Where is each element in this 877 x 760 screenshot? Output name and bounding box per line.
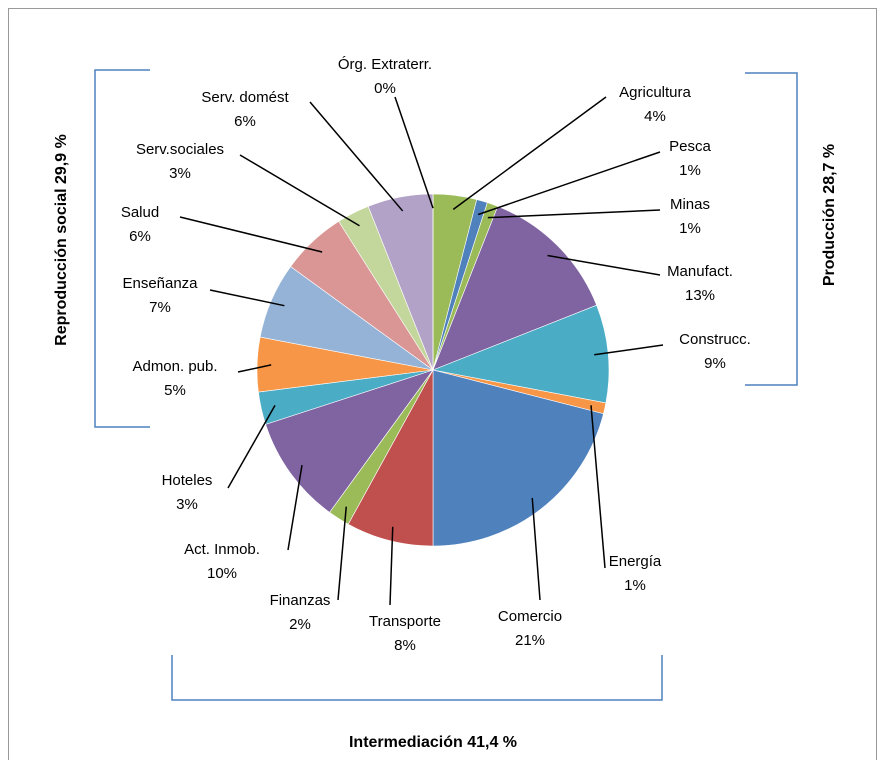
slice-label: Serv.sociales (136, 141, 224, 158)
leader-line (590, 405, 606, 569)
slice-label: Enseñanza (122, 275, 198, 292)
value-label: 13% (685, 287, 715, 304)
slice-label: Comercio (498, 608, 562, 625)
slice-label: Pesca (669, 138, 711, 155)
slice-label: Hoteles (162, 472, 213, 489)
leader-line (477, 151, 661, 216)
leader-line (452, 96, 607, 210)
value-label: 5% (164, 382, 186, 399)
slice-label: Agricultura (619, 84, 691, 101)
group-label: Intermediación 41,4 % (349, 734, 517, 751)
value-label: 1% (679, 162, 701, 179)
leader-line (239, 154, 360, 227)
leader-line (287, 465, 303, 551)
slice-label: Salud (121, 204, 159, 221)
leader-line (531, 497, 541, 601)
slice-label: Admon. pub. (132, 358, 217, 375)
value-label: 6% (234, 113, 256, 130)
leader-line (337, 506, 347, 601)
group-label: Producción 28,7 % (821, 144, 838, 286)
value-label: 10% (207, 565, 237, 582)
value-label: 7% (149, 299, 171, 316)
leader-line (209, 289, 285, 307)
slice-label: Energía (609, 553, 662, 570)
value-label: 1% (679, 220, 701, 237)
value-label: 9% (704, 355, 726, 372)
pie (256, 193, 610, 547)
slice-label: Manufact. (667, 263, 733, 280)
pie-slice (265, 369, 434, 513)
leader-line (309, 101, 404, 212)
bracket-bottom (171, 655, 663, 701)
value-label: 2% (289, 616, 311, 633)
leader-line (594, 344, 664, 356)
pie-slice (432, 369, 604, 547)
value-label: 21% (515, 632, 545, 649)
value-label: 3% (176, 496, 198, 513)
leader-line (227, 404, 276, 489)
group-label: Reproducción social 29,9 % (53, 134, 70, 346)
value-label: 1% (624, 577, 646, 594)
slice-label: Minas (670, 196, 710, 213)
value-label: 3% (169, 165, 191, 182)
slice-label: Serv. domést (201, 89, 289, 106)
slice-label: Transporte (369, 613, 441, 630)
leader-line (179, 216, 323, 253)
bracket-left (94, 69, 150, 428)
value-label: 0% (374, 80, 396, 97)
slice-label: Act. Inmob. (184, 541, 260, 558)
value-label: 6% (129, 228, 151, 245)
leader-line (487, 209, 661, 219)
leader-line (394, 96, 434, 209)
leader-line (237, 364, 272, 373)
leader-line (547, 254, 661, 276)
bracket-right (745, 72, 798, 386)
pie-slice (347, 369, 434, 547)
pie-slice (432, 205, 598, 371)
value-label: 4% (644, 108, 666, 125)
slice-label: Construcc. (679, 331, 751, 348)
value-label: 8% (394, 637, 416, 654)
slice-label: Órg. Extraterr. (338, 56, 432, 73)
leader-line (389, 526, 394, 606)
slice-label: Finanzas (270, 592, 331, 609)
